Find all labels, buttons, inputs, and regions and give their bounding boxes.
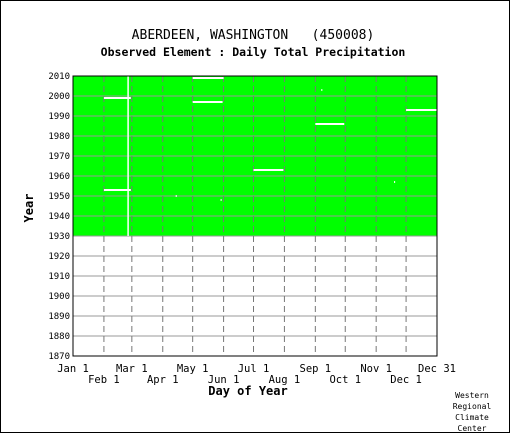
x-tick-label: Apr 1 <box>147 374 179 386</box>
x-tick-label: Dec 1 <box>390 374 422 386</box>
x-tick-labels: Jan 1 Mar 1 May 1 Jul 1 Sep 1 Nov 1 Dec 31 Feb … <box>57 363 456 386</box>
x-axis-label: Day of Year <box>208 384 287 398</box>
y-tick-labels: 1870 1880 1890 1900 1910 1920 1930 1940 1950 1960… <box>48 72 70 362</box>
missing-column <box>127 76 129 236</box>
missing-segment <box>175 195 177 197</box>
x-tick-label: Jul 1 <box>238 363 270 375</box>
y-tick-label: 1990 <box>48 112 70 122</box>
y-tick-label: 1960 <box>48 172 70 182</box>
x-tick-label: Feb 1 <box>88 374 120 386</box>
x-tick-label: Jun 1 <box>208 374 240 386</box>
y-tick-label: 1930 <box>48 232 70 242</box>
missing-segment <box>321 89 323 91</box>
x-tick-label: Jan 1 <box>57 363 89 375</box>
y-tick-label: 2000 <box>48 92 70 102</box>
missing-layer <box>103 76 437 236</box>
y-tick-label: 1950 <box>48 192 70 202</box>
missing-segment <box>253 169 284 171</box>
missing-segment <box>315 123 345 125</box>
y-tick-label: 1970 <box>48 152 70 162</box>
x-tick-label: Sep 1 <box>300 363 332 375</box>
y-tick-label: 1910 <box>48 272 70 282</box>
x-tick-label: Aug 1 <box>269 374 301 386</box>
x-tick-label: Oct 1 <box>329 374 361 386</box>
x-tick-label: Mar 1 <box>116 363 148 375</box>
missing-segment <box>406 109 437 111</box>
credit-line: Center <box>457 424 487 433</box>
y-tick-label: 1940 <box>48 212 70 222</box>
credit-line: Regional <box>452 402 492 411</box>
missing-segment <box>220 199 222 201</box>
missing-segment <box>103 189 131 191</box>
grid-layer <box>73 76 437 356</box>
y-tick-label: 1870 <box>48 352 70 362</box>
missing-segment <box>103 97 131 99</box>
x-tick-label: Nov 1 <box>360 363 392 375</box>
missing-segment <box>192 101 223 103</box>
y-tick-label: 2010 <box>48 72 70 82</box>
plot-border <box>72 75 438 357</box>
y-axis-label: Year <box>22 194 36 223</box>
missing-segment <box>394 181 396 183</box>
y-tick-label: 1880 <box>48 332 70 342</box>
chart-title: ABERDEEN, WASHINGTON (450008) <box>132 28 375 43</box>
chart-subtitle: Observed Element : Daily Total Precipita… <box>101 45 406 59</box>
wrcc-credit: Western Regional Climate Center <box>447 390 497 434</box>
x-tick-label: Dec 31 <box>418 363 456 375</box>
missing-segment <box>192 77 224 79</box>
credit-line: Climate <box>455 413 489 422</box>
x-tick-label: May 1 <box>177 363 209 375</box>
y-tick-label: 1920 <box>48 252 70 262</box>
y-tick-label: 1890 <box>48 312 70 322</box>
credit-line: Western <box>455 391 489 400</box>
y-tick-label: 1980 <box>48 132 70 142</box>
y-tick-label: 1900 <box>48 292 70 302</box>
